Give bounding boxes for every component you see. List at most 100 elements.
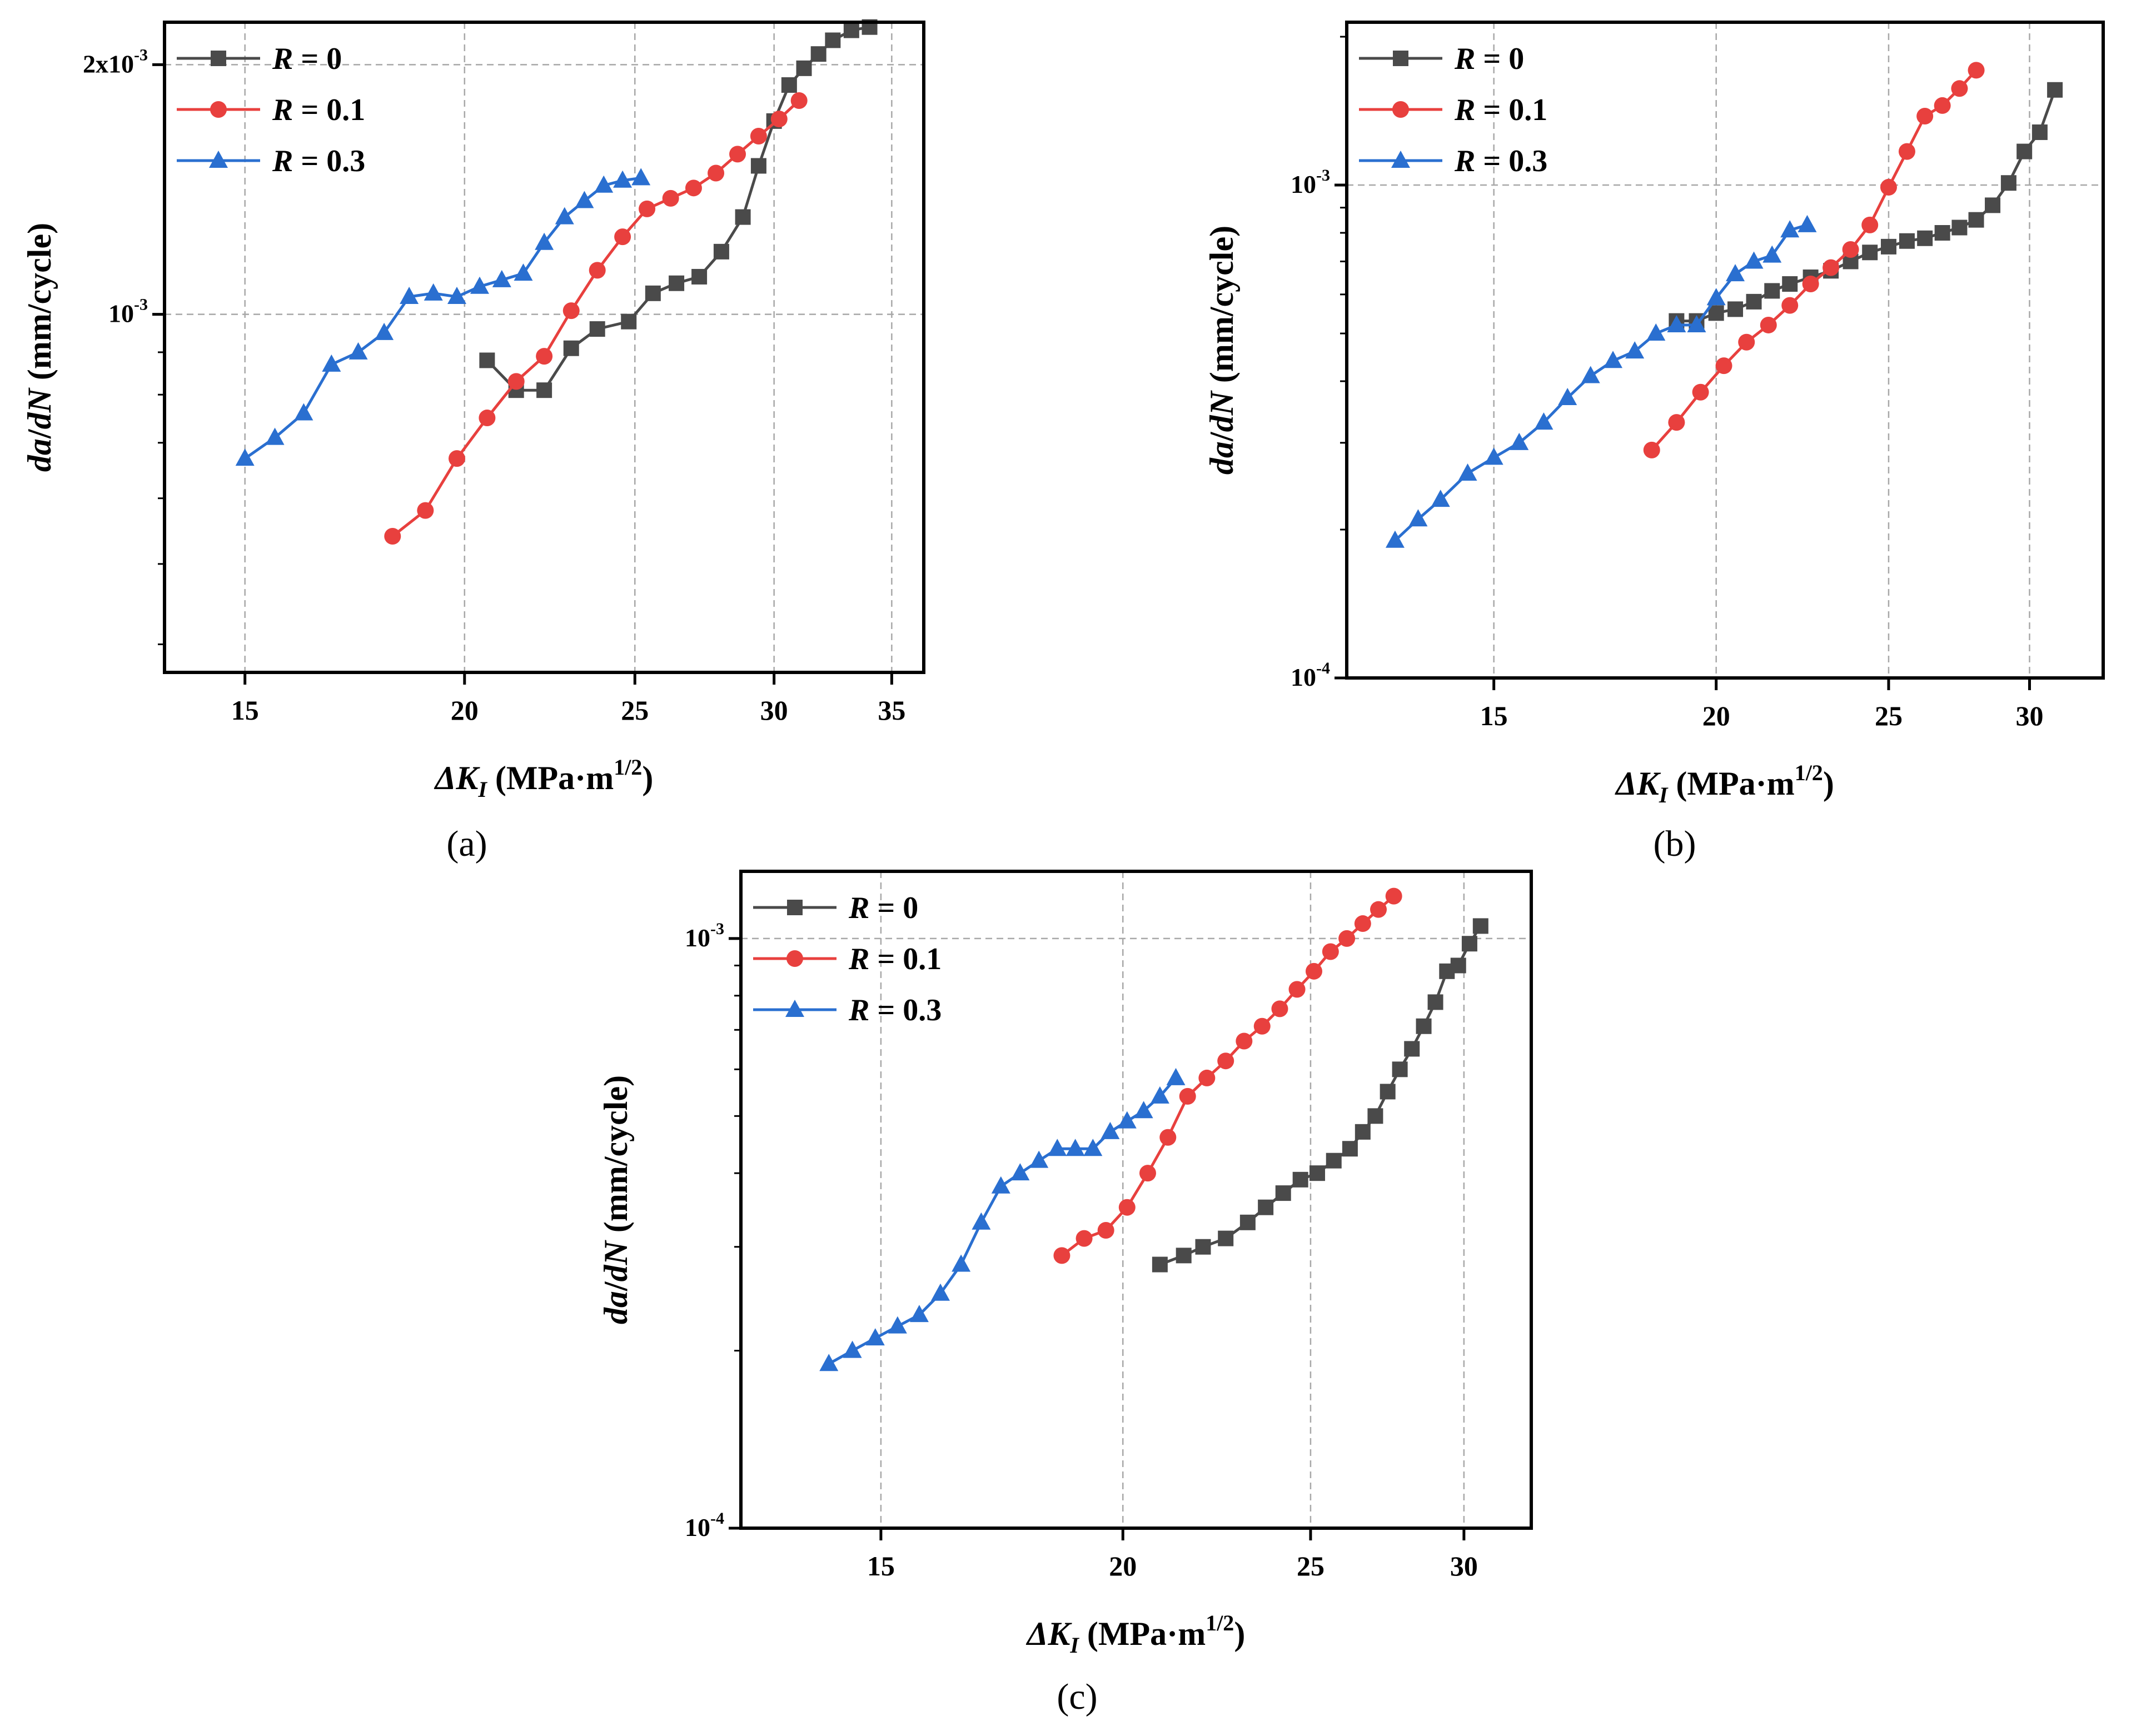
y-label-da: da bbox=[1203, 441, 1240, 475]
y-tick-base: 10 bbox=[685, 924, 710, 952]
data-point-R01 bbox=[479, 410, 496, 427]
data-point-R0 bbox=[1934, 225, 1950, 241]
y-label-dn: dN bbox=[21, 387, 58, 429]
data-point-R01 bbox=[1916, 107, 1934, 124]
y-label-slash: / bbox=[597, 1281, 634, 1291]
data-point-R0 bbox=[1764, 283, 1780, 299]
data-point-R03 bbox=[294, 403, 313, 421]
data-point-R01 bbox=[1823, 259, 1840, 276]
legend-value: = 0 bbox=[1475, 42, 1524, 76]
data-point-R0 bbox=[1404, 1041, 1420, 1057]
data-point-R0 bbox=[1708, 305, 1724, 321]
data-point-R0 bbox=[1427, 994, 1443, 1010]
data-point-R0 bbox=[1239, 1214, 1256, 1230]
legend: R = 0R = 0.1R = 0.3 bbox=[177, 42, 365, 178]
legend-R: R bbox=[1454, 42, 1475, 76]
data-point-R01 bbox=[1951, 80, 1968, 97]
data-point-R0 bbox=[1309, 1165, 1326, 1181]
x-label-units: (MPa·m bbox=[487, 760, 614, 796]
x-label-sup: 1/2 bbox=[614, 755, 642, 780]
data-point-R03 bbox=[1083, 1139, 1103, 1156]
x-label-close: ) bbox=[642, 760, 653, 796]
data-point-R0 bbox=[536, 382, 552, 398]
legend-marker-R0 bbox=[787, 900, 803, 915]
x-tick-label: 25 bbox=[1875, 700, 1903, 731]
data-point-R0 bbox=[589, 321, 605, 337]
legend-value: = 0.1 bbox=[1475, 93, 1547, 127]
x-tick-label: 25 bbox=[621, 695, 649, 726]
data-point-R01 bbox=[1668, 414, 1685, 431]
data-point-R0 bbox=[781, 77, 797, 93]
y-axis-label: da/dN (mm/cycle) bbox=[1203, 226, 1240, 475]
data-point-R03 bbox=[514, 263, 533, 281]
data-point-R01 bbox=[1253, 1017, 1271, 1035]
data-point-R03 bbox=[594, 175, 614, 193]
data-point-R0 bbox=[1392, 1061, 1408, 1077]
data-point-R03 bbox=[235, 448, 255, 466]
data-point-R01 bbox=[729, 146, 746, 163]
data-point-R0 bbox=[1461, 936, 1477, 952]
data-point-R01 bbox=[448, 450, 465, 467]
y-label-slash: / bbox=[21, 428, 58, 439]
data-point-R03 bbox=[1408, 509, 1428, 527]
data-point-R01 bbox=[790, 92, 808, 109]
data-point-R03 bbox=[1604, 351, 1623, 368]
data-point-R03 bbox=[1534, 412, 1553, 430]
data-point-R03 bbox=[1706, 288, 1726, 306]
y-tick-base: 10 bbox=[1291, 170, 1316, 198]
data-point-R0 bbox=[2016, 143, 2033, 159]
data-point-R03 bbox=[1726, 264, 1745, 282]
y-tick-base: 10 bbox=[108, 300, 134, 328]
data-point-R03 bbox=[1010, 1163, 1030, 1181]
x-tick-label: 15 bbox=[231, 695, 259, 726]
x-tick-label: 30 bbox=[2015, 700, 2043, 731]
legend-R: R bbox=[1454, 93, 1475, 127]
legend-label-R03: R = 0.3 bbox=[848, 993, 942, 1027]
data-point-R03 bbox=[447, 286, 466, 304]
data-point-R0 bbox=[563, 340, 579, 356]
x-tick-label: 35 bbox=[878, 695, 905, 726]
data-point-R0 bbox=[1917, 230, 1933, 246]
data-point-R03 bbox=[819, 1354, 839, 1371]
x-label-delta-k: ΔK bbox=[434, 760, 481, 796]
y-label-da: da bbox=[597, 1291, 634, 1324]
y-label-units: (mm/cycle) bbox=[1203, 226, 1240, 391]
legend-label-R0: R = 0 bbox=[1454, 42, 1524, 76]
data-point-R01 bbox=[1880, 178, 1897, 196]
data-point-R0 bbox=[750, 158, 766, 174]
data-point-R01 bbox=[1236, 1032, 1253, 1050]
data-point-R0 bbox=[645, 285, 661, 301]
data-point-R03 bbox=[1150, 1086, 1169, 1104]
legend-R: R bbox=[272, 42, 293, 76]
data-point-R03 bbox=[470, 276, 489, 294]
data-point-R0 bbox=[1176, 1248, 1192, 1264]
x-tick-label: 15 bbox=[867, 1550, 895, 1582]
y-tick-label: 10-4 bbox=[1291, 659, 1330, 691]
y-axis-label: da/dN (mm/cycle) bbox=[21, 223, 58, 472]
legend-label-R01: R = 0.1 bbox=[272, 93, 365, 127]
data-point-R0 bbox=[1416, 1018, 1432, 1034]
data-point-R0 bbox=[691, 268, 708, 285]
data-point-R0 bbox=[1342, 1141, 1358, 1157]
data-point-R01 bbox=[1385, 887, 1402, 905]
legend-marker-R03 bbox=[1391, 151, 1410, 168]
data-point-R0 bbox=[825, 32, 841, 48]
axes-frame bbox=[163, 21, 925, 674]
data-point-R0 bbox=[1292, 1171, 1308, 1188]
data-point-R03 bbox=[322, 354, 341, 372]
data-point-R01 bbox=[614, 228, 631, 246]
x-tick-label: 25 bbox=[1297, 1550, 1325, 1582]
data-point-R01 bbox=[662, 189, 679, 207]
y-tick-exponent: -3 bbox=[134, 296, 148, 314]
x-label-sup: 1/2 bbox=[1795, 760, 1823, 785]
y-tick-exponent: -3 bbox=[1316, 166, 1330, 184]
series-R01 bbox=[1053, 887, 1402, 1264]
data-point-R03 bbox=[909, 1305, 929, 1323]
data-point-R0 bbox=[1195, 1239, 1211, 1255]
data-point-R03 bbox=[888, 1316, 907, 1334]
legend-R: R bbox=[1454, 144, 1475, 178]
data-point-R03 bbox=[1134, 1101, 1153, 1119]
legend-marker-R0 bbox=[1393, 51, 1408, 66]
